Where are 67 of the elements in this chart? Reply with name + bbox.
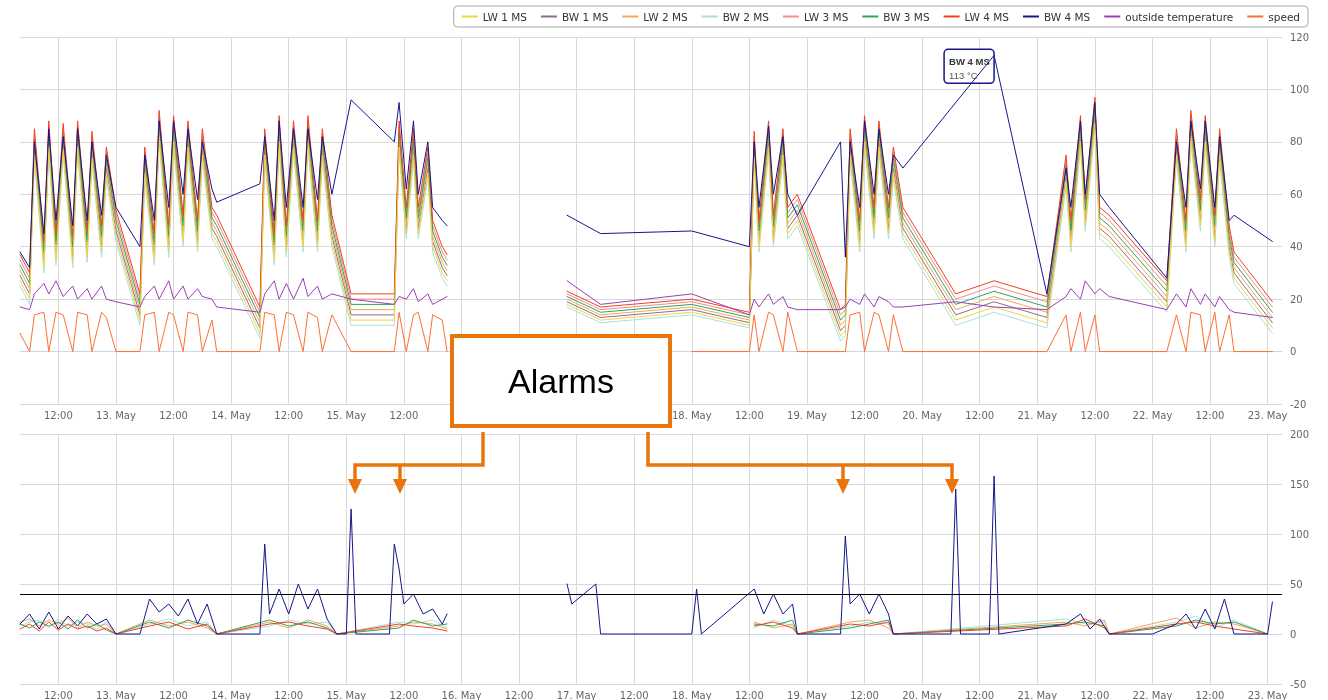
x-tick-label: 12:00 (1195, 409, 1225, 421)
x-tick-label: 12:00 (850, 409, 879, 421)
x-tick-label: 20. May (902, 689, 943, 700)
x-tick-label: 12:00 (1195, 689, 1225, 700)
x-tick-label: 23. May (1247, 409, 1288, 421)
legend-label: LW 1 MS (482, 10, 528, 23)
x-tick-label: 15. May (326, 689, 367, 700)
x-tick-label: 12:00 (504, 689, 534, 700)
y-tick-label: 150 (1290, 478, 1310, 490)
y-tick-label: 200 (1290, 428, 1310, 440)
y-tick-label: 40 (1290, 241, 1303, 253)
annotation: BW 4 MS 113 °C (949, 55, 990, 81)
y-tick-label: 80 (1290, 136, 1303, 148)
x-tick-label: 20. May (902, 409, 943, 421)
x-tick-label: 12:00 (389, 689, 419, 700)
y-tick-label: 20 (1290, 293, 1303, 305)
x-tick-label: 12:00 (965, 689, 995, 700)
x-tick-label: 12:00 (159, 409, 188, 421)
legend-label: BW 4 MS (1043, 10, 1091, 23)
x-tick-label: 12:00 (850, 689, 879, 700)
legend-label: LW 3 MS (803, 10, 849, 23)
x-tick-label: 14. May (211, 689, 252, 700)
annotation: Alarms (508, 361, 614, 401)
x-tick-label: 12:00 (1080, 689, 1110, 700)
y-tick-label: 60 (1290, 188, 1303, 200)
y-tick-label: -50 (1290, 678, 1307, 690)
y-tick-label: 100 (1290, 83, 1310, 95)
x-tick-label: 12:00 (43, 689, 73, 700)
x-tick-label: 12:00 (734, 409, 764, 421)
legend-label: BW 1 MS (562, 10, 609, 23)
legend-label: LW 4 MS (964, 10, 1010, 23)
x-tick-label: 12:00 (619, 689, 649, 700)
x-tick-label: 21. May (1017, 689, 1058, 700)
x-tick-label: 23. May (1247, 689, 1288, 700)
x-tick-label: 13. May (96, 689, 136, 700)
y-tick-label: 120 (1290, 31, 1310, 43)
x-tick-label: 14. May (211, 409, 252, 421)
x-tick-label: 17. May (556, 689, 597, 700)
legend-label: BW 2 MS (722, 10, 770, 23)
y-tick-label: 50 (1290, 578, 1303, 590)
legend-label: BW 3 MS (883, 10, 930, 23)
x-tick-label: 16. May (441, 689, 482, 700)
x-tick-label: 22. May (1132, 409, 1173, 421)
legend-label: LW 2 MS (643, 10, 688, 23)
y-tick-label: 0 (1290, 628, 1297, 640)
x-tick-label: 19. May (787, 689, 827, 700)
x-tick-label: 12:00 (1080, 409, 1110, 421)
legend-label: speed (1268, 10, 1301, 23)
x-tick-label: 15. May (326, 409, 367, 421)
x-tick-label: 12:00 (734, 689, 764, 700)
y-tick-label: 100 (1290, 528, 1310, 540)
x-tick-label: 12:00 (43, 409, 73, 421)
x-tick-label: 12:00 (274, 689, 304, 700)
x-tick-label: 12:00 (159, 689, 188, 700)
y-tick-label: -20 (1290, 398, 1307, 410)
x-tick-label: 18. May (671, 409, 712, 421)
x-tick-label: 12:00 (274, 409, 304, 421)
x-tick-label: 13. May (96, 409, 136, 421)
y-tick-label: 0 (1290, 346, 1297, 358)
x-tick-label: 21. May (1017, 409, 1058, 421)
x-tick-label: 22. May (1132, 689, 1173, 700)
callout-box: Alarms (450, 334, 672, 428)
x-tick-label: 19. May (787, 409, 827, 421)
x-tick-label: 12:00 (389, 409, 419, 421)
x-tick-label: 18. May (671, 689, 712, 700)
x-tick-label: 12:00 (965, 409, 995, 421)
legend-label: outside temperature (1125, 10, 1234, 23)
